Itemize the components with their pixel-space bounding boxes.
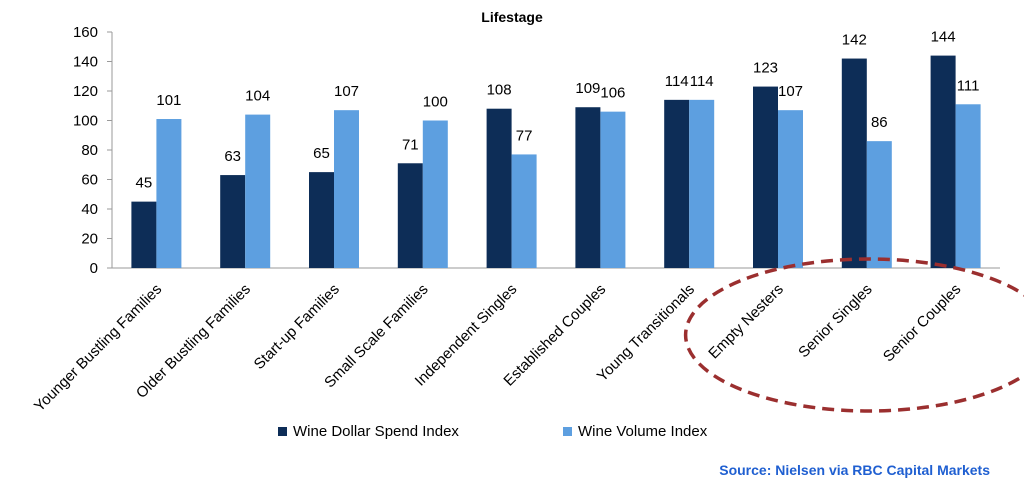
data-label: 86 — [871, 114, 888, 131]
data-label: 108 — [487, 82, 512, 99]
data-label: 101 — [156, 92, 181, 109]
bar — [334, 110, 359, 268]
x-tick-label: Start-up Families — [251, 281, 343, 373]
data-label: 63 — [224, 148, 241, 165]
data-label: 111 — [957, 77, 980, 94]
bar — [575, 107, 601, 268]
bar — [486, 108, 512, 268]
bars — [131, 55, 981, 269]
data-label: 107 — [778, 83, 803, 100]
source-note: Source: Nielsen via RBC Capital Markets — [719, 462, 990, 478]
x-tick-label: Young Transitionals — [594, 281, 698, 385]
data-label: 107 — [334, 83, 359, 100]
legend: Wine Dollar Spend Index Wine Volume Index — [278, 423, 708, 440]
data-label: 106 — [600, 85, 625, 102]
bar — [778, 110, 803, 268]
bar — [131, 201, 157, 268]
bar — [309, 172, 334, 268]
y-tick-label: 160 — [73, 24, 98, 41]
highlight-ellipse — [683, 257, 1024, 413]
data-label: 123 — [753, 60, 778, 77]
data-label: 114 — [690, 73, 714, 90]
data-labels: 45 101 63 104 65 107 71 100 108 77 109 106 114 114 123… — [136, 29, 980, 192]
bar — [220, 175, 246, 268]
legend-label: Wine Dollar Spend Index — [293, 423, 459, 440]
y-tick-label: 80 — [81, 142, 98, 159]
highlight-ellipse-shape — [683, 257, 1024, 413]
legend-label: Wine Volume Index — [578, 423, 708, 440]
bar — [930, 55, 956, 268]
bar — [841, 58, 867, 268]
data-label: 114 — [665, 73, 689, 90]
y-tick-label: 0 — [90, 260, 98, 277]
y-tick-label: 140 — [73, 54, 98, 71]
bar — [245, 114, 271, 268]
x-tick-label: Senior Singles — [795, 281, 875, 361]
bar — [689, 99, 715, 268]
bar — [664, 99, 690, 268]
bar — [955, 104, 981, 269]
bar — [600, 111, 626, 269]
bar — [397, 163, 423, 268]
bar — [422, 120, 448, 268]
legend-swatch — [563, 427, 572, 436]
bar — [866, 141, 892, 268]
data-label: 45 — [136, 175, 153, 192]
legend-swatch — [278, 427, 287, 436]
data-label: 77 — [516, 127, 533, 144]
bar — [511, 154, 537, 268]
data-label: 109 — [575, 80, 600, 97]
y-tick-label: 60 — [81, 172, 98, 189]
chart-title: Lifestage — [481, 9, 543, 25]
bar — [156, 119, 182, 269]
data-label: 100 — [423, 94, 448, 111]
y-tick-label: 20 — [81, 231, 98, 248]
data-label: 71 — [402, 136, 419, 153]
x-tick-label: Senior Couples — [880, 281, 965, 366]
y-tick-label: 120 — [73, 83, 98, 100]
y-tick-label: 40 — [81, 201, 98, 218]
data-label: 104 — [245, 88, 270, 105]
y-tick-label: 100 — [73, 113, 98, 130]
bar — [753, 86, 778, 268]
data-label: 65 — [313, 145, 330, 162]
data-label: 142 — [842, 32, 867, 49]
data-label: 144 — [931, 29, 956, 46]
